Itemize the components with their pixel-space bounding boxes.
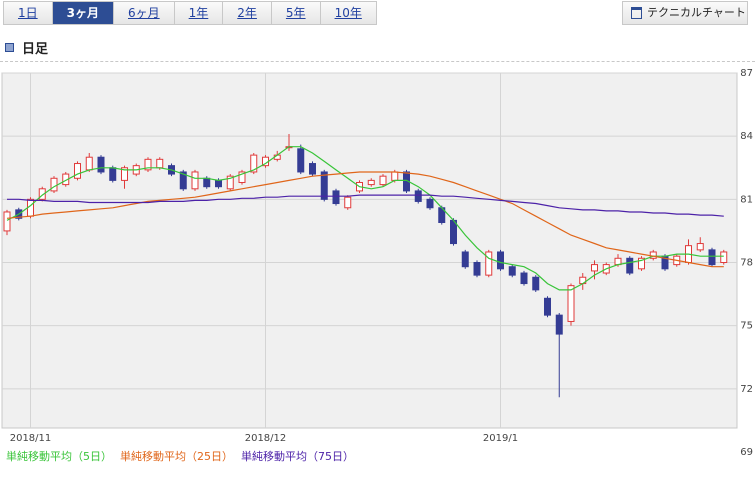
candle-body xyxy=(226,175,234,190)
candle-body xyxy=(121,167,128,181)
candle-body xyxy=(144,158,152,171)
period-tabs: 1日 3ヶ月 6ヶ月 1年 2年 5年 10年 xyxy=(3,1,377,25)
candle-body xyxy=(497,251,504,270)
candle-body xyxy=(309,163,316,175)
section-header: 日足 xyxy=(5,38,48,57)
candle-body xyxy=(215,179,222,188)
y-tick-label: 84 xyxy=(740,131,753,142)
moving-average-line xyxy=(6,146,724,291)
divider xyxy=(0,61,755,62)
candle-body xyxy=(156,158,164,169)
candle-body xyxy=(473,262,481,276)
candle-body xyxy=(38,188,46,200)
candle-body xyxy=(532,276,540,291)
x-tick-label: 2018/11 xyxy=(10,433,52,444)
legend-entry: 単純移動平均（25日） xyxy=(120,449,233,463)
candle-body xyxy=(696,243,704,251)
candle-body xyxy=(85,156,93,171)
candle-body xyxy=(485,251,493,276)
button-label: テクニカルチャート xyxy=(647,6,746,19)
candle-body xyxy=(367,179,375,186)
section-title: 日足 xyxy=(22,42,49,57)
candle-body xyxy=(461,251,469,268)
candle-body xyxy=(97,156,105,173)
moving-average-line xyxy=(7,194,724,217)
candle-body xyxy=(708,249,716,266)
candle-body xyxy=(74,163,81,179)
candle-body xyxy=(508,266,516,276)
y-tick-label: 75 xyxy=(740,321,753,332)
candle-body xyxy=(555,314,563,335)
candle-body xyxy=(179,171,187,190)
y-tick-label: 78 xyxy=(740,258,753,269)
candle-body xyxy=(414,190,422,202)
candle-body xyxy=(638,257,645,270)
legend-entry: 単純移動平均（75日） xyxy=(241,449,354,463)
candle-body xyxy=(238,171,246,183)
period-tab[interactable]: 10年 xyxy=(319,1,377,25)
candle-body xyxy=(379,175,387,186)
candle-body xyxy=(344,196,352,209)
candle-body xyxy=(320,171,328,200)
candle-body xyxy=(720,251,728,264)
candle-body xyxy=(520,272,528,285)
candle-body xyxy=(3,211,11,232)
legend-entry: 単純移動平均（5日） xyxy=(6,449,112,463)
plot-background xyxy=(1,72,738,429)
y-tick-label: 72 xyxy=(740,384,753,395)
candle-body xyxy=(191,171,199,190)
moving-average-line xyxy=(6,171,724,268)
y-tick-label: 87 xyxy=(740,68,753,79)
candle-body xyxy=(426,198,434,209)
x-tick-label: 2019/1 xyxy=(483,433,518,444)
period-tab[interactable]: 1年 xyxy=(173,1,223,25)
candle-body xyxy=(626,257,634,274)
candle-body xyxy=(391,171,399,181)
technical-chart-button[interactable]: テクニカルチャート xyxy=(622,1,748,25)
candle-body xyxy=(109,167,117,181)
period-tab[interactable]: 3ヶ月 xyxy=(51,1,113,25)
period-tab[interactable]: 5年 xyxy=(270,1,320,25)
candle-body xyxy=(250,154,258,173)
candle-body xyxy=(50,177,58,192)
candle-body xyxy=(297,148,305,173)
candle-body xyxy=(591,264,598,272)
period-tab[interactable]: 1日 xyxy=(3,1,52,25)
y-tick-label: 81 xyxy=(740,194,753,205)
y-tick-label: 69 xyxy=(740,447,753,458)
period-tab[interactable]: 2年 xyxy=(222,1,271,25)
candle-body xyxy=(332,190,340,205)
candle-body xyxy=(567,285,575,322)
x-tick-label: 2018/12 xyxy=(245,433,287,444)
period-tab[interactable]: 6ヶ月 xyxy=(113,1,174,25)
candle-body xyxy=(203,177,211,188)
candle-body xyxy=(544,297,551,316)
